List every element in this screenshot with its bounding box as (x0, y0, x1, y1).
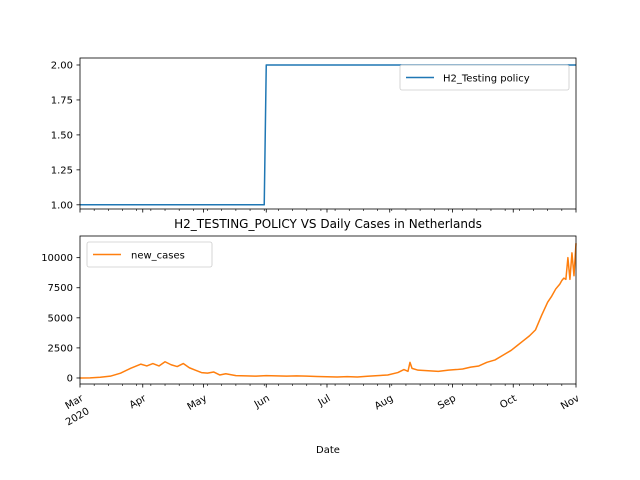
top-ytick-label: 1.00 (51, 200, 73, 211)
new-cases-line (79, 243, 577, 379)
bottom-ytick-label: 10000 (41, 253, 73, 264)
top-legend-box (399, 64, 570, 91)
top-ytick-label: 2.00 (51, 60, 73, 71)
bottom-ytick-label: 7500 (48, 283, 73, 294)
top-axes-frame (79, 57, 577, 210)
top-axes: 1.00 1.25 1.50 1.75 2.00 H2_Testing policy (51, 57, 577, 213)
bottom-legend: new_cases (86, 241, 213, 268)
bottom-legend-box (86, 241, 213, 268)
bottom-ytick-label: 5000 (48, 313, 73, 324)
top-ytick-label: 1.25 (51, 165, 73, 176)
top-legend-label: H2_Testing policy (443, 74, 530, 85)
bottom-ytick-label: 2500 (48, 343, 73, 354)
bottom-chart-title: H2_TESTING_POLICY VS Daily Cases in Neth… (174, 217, 482, 231)
top-ytick-label: 1.75 (51, 95, 73, 106)
x-axis-label: Date (316, 445, 340, 456)
top-ytick-label: 1.50 (51, 130, 73, 141)
bottom-axes-frame (79, 235, 577, 385)
top-legend: H2_Testing policy (399, 64, 570, 91)
bottom-legend-label: new_cases (131, 251, 185, 262)
bottom-ytick-label: 0 (67, 373, 73, 384)
